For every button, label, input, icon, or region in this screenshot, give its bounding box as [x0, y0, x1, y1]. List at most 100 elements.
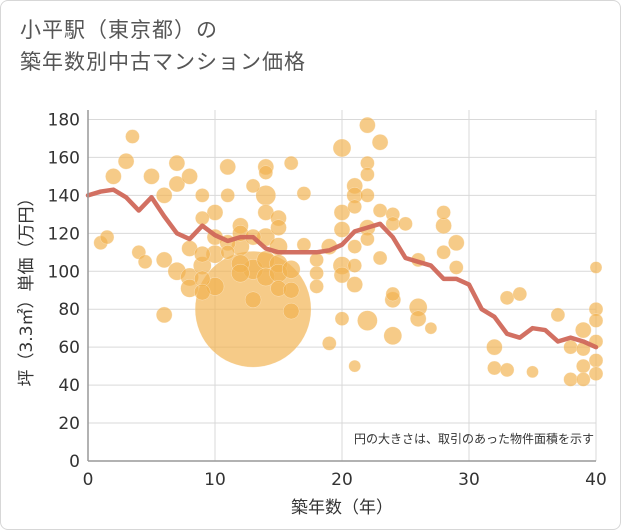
data-bubble	[125, 129, 140, 144]
data-bubble	[281, 260, 301, 279]
x-tick-label: 30	[458, 470, 480, 490]
data-bubble	[282, 281, 300, 299]
data-bubble	[499, 290, 515, 306]
data-bubble	[371, 134, 389, 151]
data-bubble	[588, 366, 604, 381]
data-bubble	[448, 234, 465, 252]
data-bubble	[576, 372, 591, 387]
data-bubble	[347, 258, 362, 273]
data-bubble	[436, 245, 451, 260]
data-bubble	[360, 188, 375, 203]
data-bubble	[309, 265, 324, 281]
data-bubble	[333, 221, 351, 238]
data-bubble	[258, 165, 274, 180]
data-bubble	[576, 358, 591, 374]
data-bubble	[588, 353, 604, 368]
average-price-line	[85, 187, 599, 350]
data-bubble	[359, 116, 376, 134]
title-line-2: 築年数別中古マンション価格	[20, 50, 306, 74]
y-tick-label: 140	[48, 186, 80, 206]
data-bubble	[99, 229, 115, 245]
x-tick-label: 20	[331, 470, 353, 490]
data-bubble	[575, 321, 592, 339]
data-bubble	[231, 263, 250, 283]
data-bubble	[181, 168, 198, 185]
y-tick-label: 180	[48, 110, 80, 130]
data-bubble	[346, 276, 363, 293]
title-line-1: 小平駅（東京都）の	[20, 18, 218, 42]
x-axis-title: 築年数（年）	[291, 498, 393, 518]
y-tick-label: 100	[48, 262, 80, 282]
data-bubble	[206, 204, 224, 221]
data-bubble	[195, 188, 210, 203]
data-bubble	[563, 339, 578, 355]
y-tick-label: 80	[58, 300, 80, 320]
data-bubble	[155, 187, 173, 204]
data-bubble	[348, 359, 361, 373]
data-bubble	[499, 362, 515, 378]
data-bubble	[360, 231, 375, 247]
data-bubble	[155, 306, 173, 324]
data-bubble	[296, 186, 312, 201]
data-bubble	[409, 310, 427, 327]
data-bubble	[588, 313, 604, 328]
data-bubble	[117, 152, 135, 170]
data-bubble	[105, 168, 122, 185]
data-bubble	[487, 360, 502, 376]
y-tick-label: 0	[69, 452, 80, 472]
data-bubble	[168, 154, 186, 172]
data-bubble	[282, 302, 300, 320]
data-bubble	[270, 219, 287, 236]
data-bubble	[333, 204, 351, 221]
data-bubble	[334, 311, 350, 326]
y-tick-label: 160	[48, 148, 80, 168]
data-bubble	[168, 175, 186, 193]
chart-title: 小平駅（東京都）の 築年数別中古マンション価格	[20, 14, 306, 78]
data-bubble	[385, 286, 401, 302]
data-bubble	[309, 252, 324, 268]
data-bubble	[309, 279, 324, 294]
bubble-size-note: 円の大きさは、取引のあった物件面積を示す	[354, 431, 594, 446]
y-tick-label: 60	[58, 338, 80, 358]
data-bubble	[195, 210, 210, 226]
trend-line-layer	[85, 187, 599, 350]
grid-lines	[87, 110, 597, 462]
data-bubble	[435, 217, 452, 234]
data-bubble	[137, 254, 153, 270]
data-bubble	[563, 372, 578, 387]
data-bubble	[347, 199, 362, 215]
data-bubble	[383, 326, 403, 346]
data-bubble	[296, 237, 312, 252]
axes: 0 20 40 60 80 100 120 140 160 180 0 10 20 30 40	[48, 110, 607, 490]
data-bubble	[589, 261, 603, 274]
data-bubble	[283, 155, 299, 171]
data-bubble	[372, 203, 388, 218]
data-bubble	[424, 321, 438, 335]
y-tick-label: 120	[48, 224, 80, 244]
x-tick-label: 0	[83, 470, 94, 490]
data-bubble	[219, 158, 236, 176]
y-axis-title: 坪（3.3㎡）単価（万円）	[17, 189, 37, 386]
data-bubble	[398, 216, 413, 232]
data-bubble	[322, 336, 337, 351]
data-bubble	[486, 338, 503, 356]
y-tick-label: 20	[58, 414, 80, 434]
data-bubble	[347, 239, 362, 254]
data-bubble	[372, 250, 388, 266]
data-bubble	[550, 307, 566, 323]
data-bubble	[449, 260, 464, 275]
data-bubble	[332, 138, 352, 158]
data-bubble	[512, 286, 528, 302]
data-bubble	[245, 178, 261, 194]
data-bubble	[244, 291, 262, 308]
data-bubble	[385, 216, 401, 232]
data-bubble	[436, 205, 451, 220]
data-bubble	[220, 245, 235, 260]
data-bubble	[194, 245, 211, 263]
data-bubble	[360, 167, 375, 182]
data-bubble	[143, 168, 160, 185]
data-bubble	[155, 251, 173, 269]
data-bubble	[194, 283, 211, 301]
